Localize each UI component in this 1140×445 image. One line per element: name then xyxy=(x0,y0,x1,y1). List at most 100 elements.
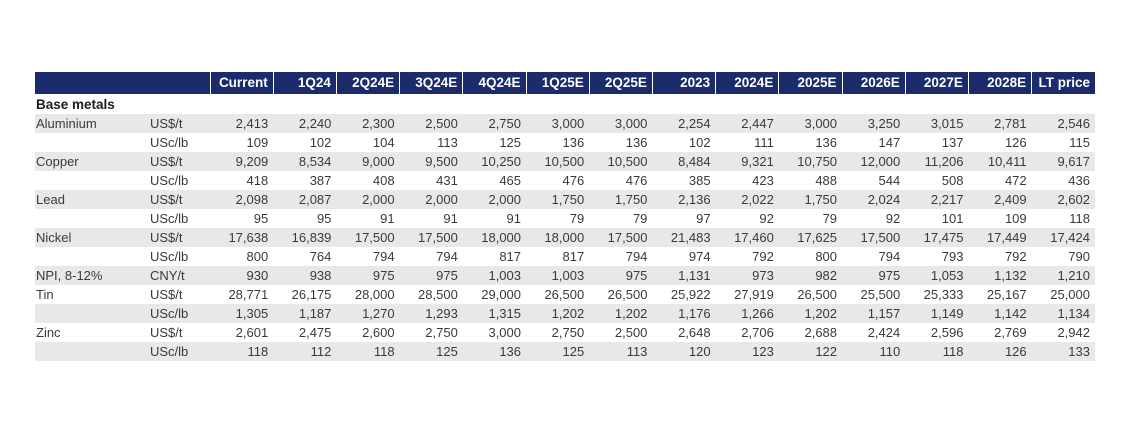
value-cell: 1,750 xyxy=(778,190,843,209)
value-cell: 2,000 xyxy=(399,190,463,209)
table-row: USc/lb 1,305 1,187 1,270 1,293 1,315 1,202 1,20… xyxy=(35,304,1095,323)
value-cell: 975 xyxy=(336,266,400,285)
value-cell: 1,750 xyxy=(589,190,653,209)
value-cell: 792 xyxy=(1004,249,1027,264)
value-cell: 488 xyxy=(815,173,838,188)
value-cell: 2,000 xyxy=(462,190,527,209)
value-cell: 1,053 xyxy=(905,266,969,285)
value-cell: 1,134 xyxy=(1031,304,1095,323)
column-header-2026e: 2026E xyxy=(841,72,906,94)
value-cell: 9,000 xyxy=(336,152,400,171)
value-cell: 104 xyxy=(372,135,395,150)
value-cell: 118 xyxy=(1069,211,1090,226)
value-cell: 26,175 xyxy=(291,287,332,302)
value-cell: 101 xyxy=(941,211,964,226)
value-cell: 1,176 xyxy=(652,304,716,323)
value-cell: 26,500 xyxy=(544,287,585,302)
value-cell: 431 xyxy=(436,173,458,188)
commodity-price-forecast-table: Current 1Q24 2Q24E 3Q24E 4Q24E 1Q25E 2Q25E 2023… xyxy=(35,72,1095,361)
value-cell: 18,000 xyxy=(526,228,590,247)
value-cell: 136 xyxy=(562,135,585,150)
value-cell: 25,167 xyxy=(986,287,1027,302)
value-cell: 147 xyxy=(878,135,901,150)
value-cell: 2,240 xyxy=(273,114,337,133)
metal-label-cell: Copper xyxy=(35,152,150,171)
value-cell: 95 xyxy=(253,211,269,226)
metal-label-cell: Zinc xyxy=(36,325,61,340)
value-cell: 26,500 xyxy=(607,287,648,302)
value-cell: 17,424 xyxy=(1031,228,1095,247)
value-cell: 79 xyxy=(632,211,648,226)
value-cell: 17,460 xyxy=(715,228,779,247)
value-cell: 2,098 xyxy=(210,190,274,209)
value-cell: 17,500 xyxy=(336,228,400,247)
value-cell: 109 xyxy=(1004,211,1027,226)
value-cell: 2,688 xyxy=(804,325,838,340)
value-cell: 385 xyxy=(688,173,711,188)
column-header-4q24e: 4Q24E xyxy=(462,72,527,94)
value-cell: 1,202 xyxy=(778,304,843,323)
value-cell: 1,187 xyxy=(273,304,337,323)
value-cell: 17,500 xyxy=(589,228,653,247)
value-cell: 930 xyxy=(210,266,274,285)
value-cell: 118 xyxy=(210,342,274,361)
value-cell: 92 xyxy=(885,211,901,226)
value-cell: 938 xyxy=(273,266,337,285)
value-cell: 118 xyxy=(905,342,969,361)
value-cell: 476 xyxy=(625,173,648,188)
value-cell: 974 xyxy=(688,249,711,264)
column-header-lt-price: LT price xyxy=(1031,72,1095,94)
unit-label-cell: CNY/t xyxy=(150,266,210,285)
value-cell: 1,266 xyxy=(715,304,779,323)
section-row-base-metals: Base metals xyxy=(35,94,1095,114)
value-cell: 2,706 xyxy=(741,325,774,340)
value-cell: 975 xyxy=(842,266,906,285)
unit-label-cell: US$/t xyxy=(150,228,210,247)
metal-label-cell xyxy=(35,133,150,152)
metal-label-cell xyxy=(35,304,150,323)
value-cell: 975 xyxy=(589,266,653,285)
metal-label-cell: Tin xyxy=(36,287,54,302)
value-cell: 2,000 xyxy=(336,190,400,209)
value-cell: 1,142 xyxy=(968,304,1032,323)
value-cell: 18,000 xyxy=(462,228,527,247)
value-cell: 423 xyxy=(752,173,774,188)
value-cell: 2,136 xyxy=(652,190,716,209)
value-cell: 102 xyxy=(309,135,332,150)
table-row: USc/lb 95 95 91 91 91 79 79 97 92 79 92 101 109 118 xyxy=(35,209,1095,228)
value-cell: 1,750 xyxy=(526,190,590,209)
value-cell: 113 xyxy=(437,135,458,150)
unit-label-cell: US$/t xyxy=(150,287,183,302)
table-row: Zinc US$/t 2,601 2,475 2,600 2,750 3,000 2,750 2… xyxy=(35,323,1095,342)
table-row: Nickel US$/t 17,638 16,839 17,500 17,500 18,00… xyxy=(35,228,1095,247)
value-cell: 794 xyxy=(878,249,901,264)
value-cell: 123 xyxy=(715,342,779,361)
column-header-2024e: 2024E xyxy=(715,72,779,94)
unit-label-cell: US$/t xyxy=(150,190,210,209)
value-cell: 794 xyxy=(625,249,648,264)
column-header-1q25e: 1Q25E xyxy=(525,72,590,94)
value-cell: 792 xyxy=(752,249,774,264)
value-cell: 2,602 xyxy=(1031,190,1095,209)
section-label: Base metals xyxy=(36,96,115,112)
column-header-3q24e: 3Q24E xyxy=(399,72,463,94)
value-cell: 1,270 xyxy=(336,304,400,323)
value-cell: 91 xyxy=(443,211,458,226)
value-cell: 133 xyxy=(1031,342,1095,361)
table-row: USc/lb 109 102 104 113 125 136 136 102 111 136 147 1… xyxy=(35,133,1095,152)
value-cell: 9,500 xyxy=(399,152,463,171)
metal-label-cell: Nickel xyxy=(35,228,150,247)
value-cell: 79 xyxy=(569,211,585,226)
value-cell: 790 xyxy=(1068,249,1090,264)
metal-label-cell xyxy=(35,171,150,190)
value-cell: 2,546 xyxy=(1031,114,1095,133)
value-cell: 10,750 xyxy=(778,152,843,171)
table-row: Copper US$/t 9,209 8,534 9,000 9,500 10,250 10,… xyxy=(35,152,1095,171)
value-cell: 2,942 xyxy=(1057,325,1090,340)
value-cell: 817 xyxy=(499,249,522,264)
value-cell: 8,534 xyxy=(273,152,337,171)
value-cell: 28,771 xyxy=(228,287,269,302)
value-cell: 408 xyxy=(372,173,395,188)
value-cell: 113 xyxy=(589,342,653,361)
